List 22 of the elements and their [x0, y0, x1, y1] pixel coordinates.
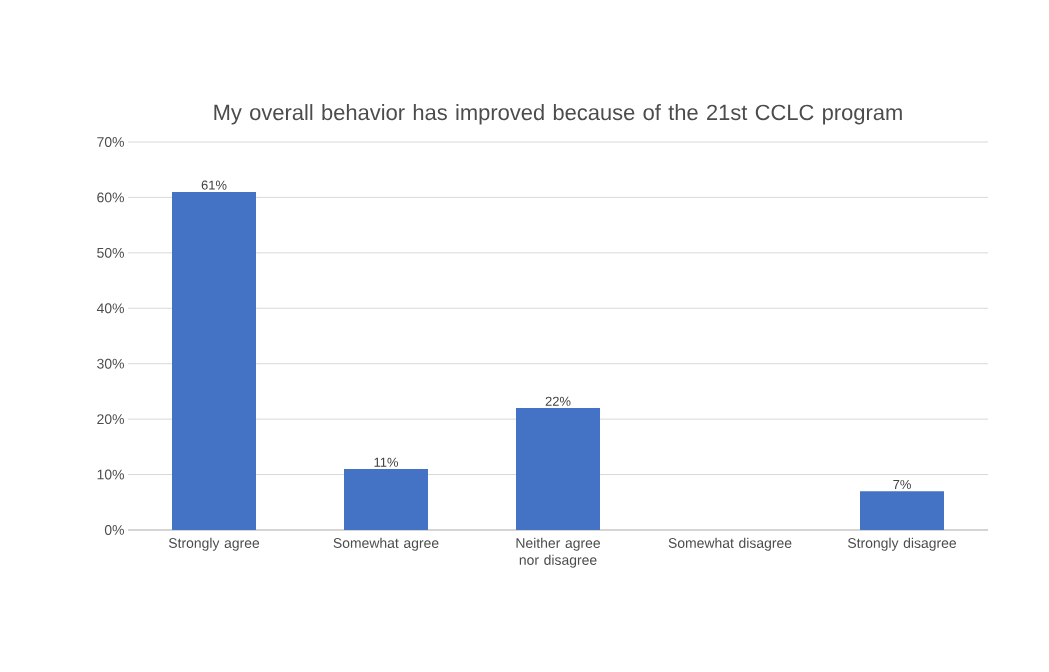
bar	[860, 491, 945, 530]
x-tick-label: Strongly disagree	[847, 537, 957, 551]
y-tick-label: 40%	[96, 303, 124, 314]
y-tick-label: 50%	[97, 247, 124, 258]
bar	[344, 469, 429, 530]
x-tick-label: Strongly agree	[168, 537, 260, 551]
x-tick-label: Somewhat agree	[333, 537, 439, 551]
x-tick-label: Somewhat disagree	[668, 537, 792, 551]
data-label: 7%	[893, 479, 911, 489]
x-tick-label: Neither agree nor disagree	[516, 537, 601, 568]
y-tick-label: 70%	[97, 137, 124, 147]
bar	[516, 408, 601, 530]
y-tick-label: 30%	[97, 358, 124, 369]
data-label: 22%	[545, 396, 571, 406]
y-tick-label: 60%	[97, 192, 124, 203]
data-label: 61%	[201, 180, 227, 190]
y-tick-label: 10%	[97, 469, 124, 480]
chart-title: My overall behavior has improved because of the 21st CCLC program	[214, 104, 902, 125]
y-tick-label: 0%	[104, 525, 124, 535]
y-tick-label: 20%	[97, 414, 124, 425]
data-label: 11%	[374, 457, 399, 467]
bar	[172, 191, 257, 530]
